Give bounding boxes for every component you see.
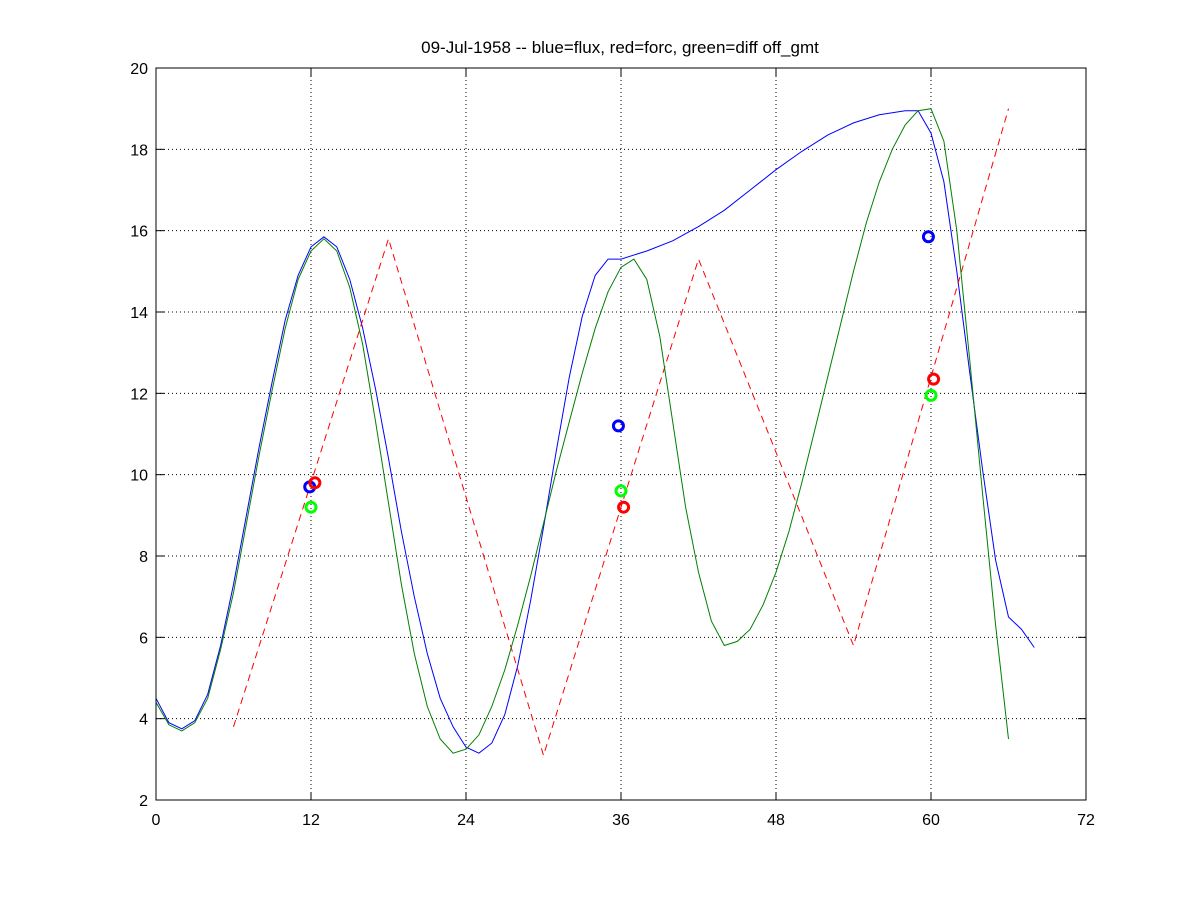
series-line-0 xyxy=(155,110,1035,754)
marker-circle-1 xyxy=(308,476,322,490)
y-tick-label: 12 xyxy=(130,386,148,403)
x-tick-label: 12 xyxy=(302,812,320,829)
series-line-1 xyxy=(233,108,1009,758)
y-tick-label: 6 xyxy=(139,630,148,647)
x-tick-label: 24 xyxy=(457,812,475,829)
marker-circle-3 xyxy=(611,419,625,433)
marker-circle-6 xyxy=(921,230,935,244)
x-tick-label: 72 xyxy=(1077,812,1095,829)
y-tick-label: 20 xyxy=(130,61,148,78)
y-tick-label: 10 xyxy=(130,468,148,485)
y-tick-label: 14 xyxy=(130,305,148,322)
grid-lines xyxy=(156,68,1086,800)
marker-circle-5 xyxy=(617,500,631,514)
marker-points xyxy=(303,230,941,514)
series-line-2 xyxy=(155,108,1009,754)
x-tick-label: 36 xyxy=(612,812,630,829)
chart-title: 09-Jul-1958 -- blue=flux, red=forc, gree… xyxy=(421,38,819,57)
marker-circle-8 xyxy=(924,388,938,402)
axis-ticks xyxy=(155,67,1087,801)
marker-circle-2 xyxy=(304,500,318,514)
y-tick-label: 18 xyxy=(130,142,148,159)
x-tick-label: 60 xyxy=(922,812,940,829)
marker-circle-4 xyxy=(614,484,628,498)
y-tick-label: 2 xyxy=(139,793,148,810)
x-tick-label: 0 xyxy=(152,812,161,829)
y-tick-label: 16 xyxy=(130,224,148,241)
series-lines xyxy=(155,108,1035,758)
marker-circle-7 xyxy=(927,372,941,386)
x-tick-label: 48 xyxy=(767,812,785,829)
y-tick-label: 8 xyxy=(139,549,148,566)
y-tick-label: 4 xyxy=(139,712,148,729)
